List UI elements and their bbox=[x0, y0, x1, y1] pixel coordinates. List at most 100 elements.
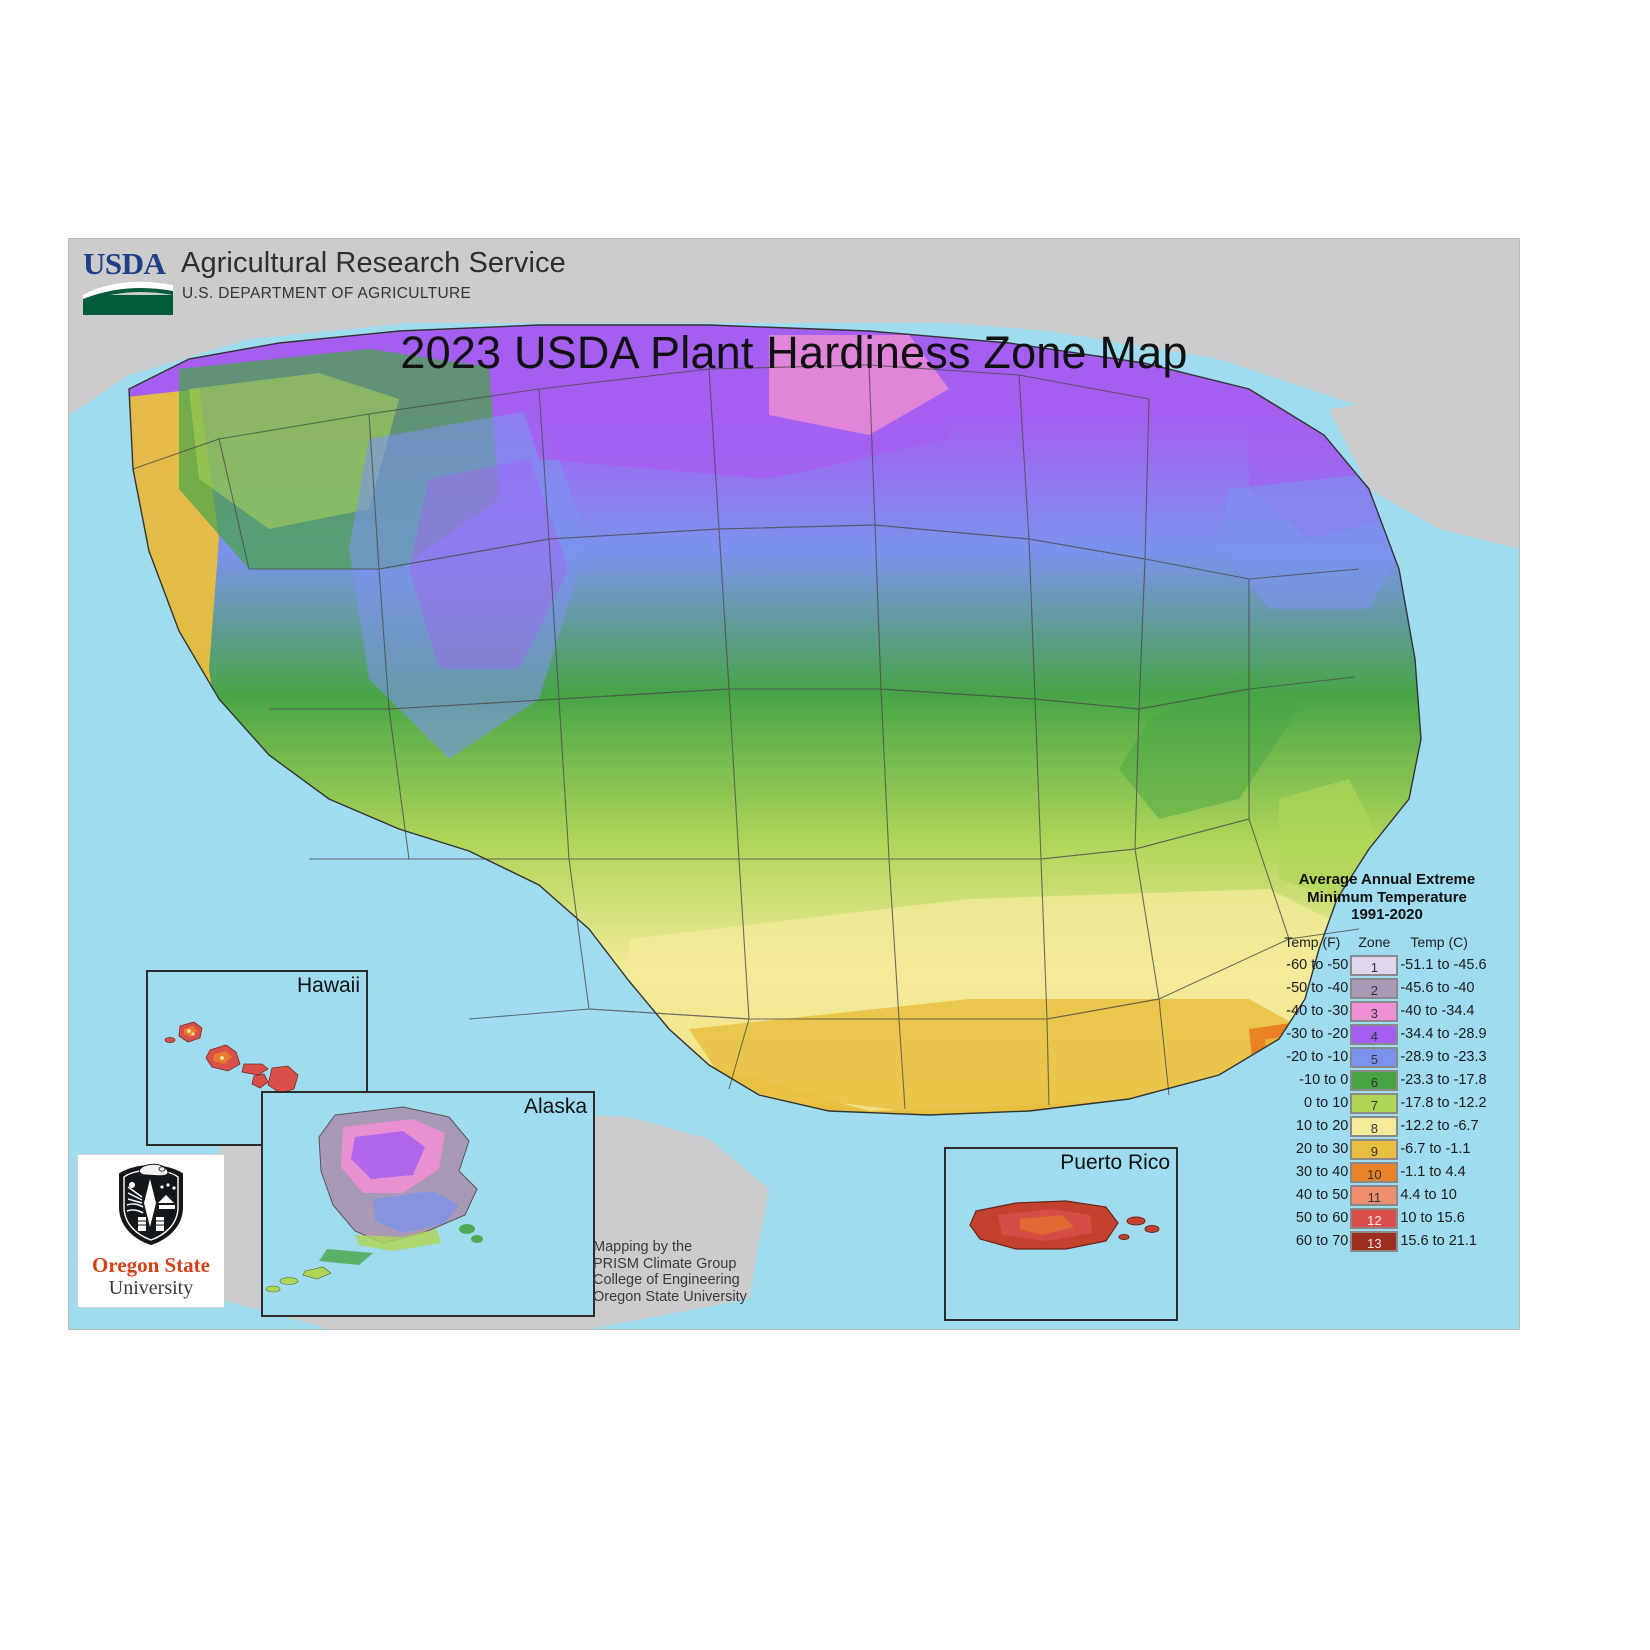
legend-temp-c: -34.4 to -28.9 bbox=[1400, 1026, 1487, 1042]
zone-swatch-9: 9 bbox=[1350, 1138, 1399, 1160]
inset-label-alaska: Alaska bbox=[523, 1095, 587, 1118]
zone-legend: Average Annual Extreme Minimum Temperatu… bbox=[1271, 871, 1503, 1253]
zone-swatch-2: 2 bbox=[1350, 977, 1399, 999]
legend-temp-c: -23.3 to -17.8 bbox=[1400, 1072, 1487, 1088]
legend-row[interactable]: 60 to 70 13 15.6 to 21.1 bbox=[1271, 1230, 1503, 1253]
legend-zone-swatch-cell[interactable]: 2 bbox=[1348, 977, 1400, 1000]
legend-title-line-1: Average Annual Extreme bbox=[1298, 871, 1476, 888]
legend-temp-f: -60 to -50 bbox=[1286, 957, 1349, 973]
atlantic-canada-landmass bbox=[1329, 389, 1519, 549]
legend-temp-c: -1.1 to 4.4 bbox=[1400, 1164, 1466, 1180]
legend-temp-c: 10 to 15.6 bbox=[1400, 1210, 1465, 1226]
zone-swatch-13: 13 bbox=[1350, 1230, 1399, 1252]
legend-temp-f: 20 to 30 bbox=[1295, 1141, 1349, 1157]
zone-swatch-6: 6 bbox=[1350, 1069, 1399, 1091]
legend-row[interactable]: 10 to 20 8 -12.2 to -6.7 bbox=[1271, 1115, 1503, 1138]
legend-temp-c: -40 to -34.4 bbox=[1400, 1003, 1475, 1019]
legend-header-celsius: Temp (C) bbox=[1410, 933, 1468, 950]
zone-swatch-4: 4 bbox=[1350, 1023, 1399, 1045]
legend-temp-f: 40 to 50 bbox=[1295, 1187, 1349, 1203]
legend-temp-c: -17.8 to -12.2 bbox=[1400, 1095, 1487, 1111]
legend-zone-swatch-cell[interactable]: 3 bbox=[1348, 1000, 1400, 1023]
legend-row[interactable]: 0 to 10 7 -17.8 to -12.2 bbox=[1271, 1092, 1503, 1115]
legend-temp-c: -45.6 to -40 bbox=[1400, 980, 1475, 996]
legend-zone-swatch-cell[interactable]: 9 bbox=[1348, 1138, 1400, 1161]
legend-temp-f: -30 to -20 bbox=[1286, 1026, 1349, 1042]
legend-temp-f: 10 to 20 bbox=[1295, 1118, 1349, 1134]
legend-header-row: Temp (F) Zone Temp (C) bbox=[1271, 933, 1503, 954]
credit-line-4: Oregon State University bbox=[593, 1288, 747, 1305]
zone-swatch-3: 3 bbox=[1350, 1000, 1399, 1022]
inset-map-alaska[interactable]: Alaska bbox=[261, 1091, 595, 1317]
inset-label-hawaii: Hawaii bbox=[296, 974, 360, 997]
legend-temp-c: -12.2 to -6.7 bbox=[1400, 1118, 1479, 1134]
legend-temp-c: -6.7 to -1.1 bbox=[1400, 1141, 1471, 1157]
legend-header-zone: Zone bbox=[1358, 933, 1391, 950]
map-title: 2023 USDA Plant Hardiness Zone Map bbox=[400, 327, 1188, 378]
legend-zone-swatch-cell[interactable]: 1 bbox=[1348, 954, 1400, 977]
page-title: Agricultural Research Service bbox=[181, 247, 566, 279]
usda-wordmark: USDA bbox=[83, 246, 166, 281]
legend-zone-swatch-cell[interactable]: 6 bbox=[1348, 1069, 1400, 1092]
legend-temp-f: 30 to 40 bbox=[1295, 1164, 1349, 1180]
legend-temp-c: -51.1 to -45.6 bbox=[1400, 957, 1487, 973]
legend-temp-f: 50 to 60 bbox=[1295, 1210, 1349, 1226]
legend-temp-f: -10 to 0 bbox=[1299, 1072, 1349, 1088]
credit-line-2: PRISM Climate Group bbox=[593, 1255, 737, 1272]
usda-logo: USDA bbox=[83, 246, 173, 317]
legend-row[interactable]: -30 to -20 4 -34.4 to -28.9 bbox=[1271, 1023, 1503, 1046]
credit-line-3: College of Engineering bbox=[593, 1272, 740, 1288]
legend-title: Average Annual Extreme Minimum Temperatu… bbox=[1271, 871, 1503, 924]
zone-swatch-7: 7 bbox=[1350, 1092, 1399, 1114]
legend-row[interactable]: -50 to -40 2 -45.6 to -40 bbox=[1271, 977, 1503, 1000]
legend-row[interactable]: -40 to -30 3 -40 to -34.4 bbox=[1271, 1000, 1503, 1023]
oregon-state-university-logo[interactable]: Oregon State University bbox=[77, 1154, 225, 1308]
legend-zone-swatch-cell[interactable]: 10 bbox=[1348, 1161, 1400, 1184]
usda-swoosh-icon bbox=[83, 281, 173, 315]
legend-title-line-3: 1991-2020 bbox=[1351, 906, 1423, 923]
legend-row[interactable]: -60 to -50 1 -51.1 to -45.6 bbox=[1271, 954, 1503, 977]
legend-zone-swatch-cell[interactable]: 7 bbox=[1348, 1092, 1400, 1115]
state-boundaries bbox=[132, 364, 1360, 1110]
legend-row[interactable]: -10 to 0 6 -23.3 to -17.8 bbox=[1271, 1069, 1503, 1092]
header-band bbox=[69, 239, 1519, 323]
legend-temp-f: 60 to 70 bbox=[1295, 1233, 1349, 1249]
legend-row[interactable]: 30 to 40 10 -1.1 to 4.4 bbox=[1271, 1161, 1503, 1184]
legend-temp-c: 4.4 to 10 bbox=[1400, 1187, 1457, 1203]
legend-zone-swatch-cell[interactable]: 12 bbox=[1348, 1207, 1400, 1230]
legend-zone-swatch-cell[interactable]: 8 bbox=[1348, 1115, 1400, 1138]
zone-swatch-11: 11 bbox=[1350, 1184, 1399, 1206]
legend-zone-swatch-cell[interactable]: 4 bbox=[1348, 1023, 1400, 1046]
legend-header-fahrenheit: Temp (F) bbox=[1284, 933, 1341, 950]
credit-line-1: Mapping by the bbox=[593, 1239, 693, 1255]
inset-label-puerto-rico: Puerto Rico bbox=[1060, 1151, 1170, 1174]
osu-name-line-2: University bbox=[108, 1277, 194, 1299]
legend-temp-c: 15.6 to 21.1 bbox=[1400, 1233, 1477, 1249]
zone-swatch-12: 12 bbox=[1350, 1207, 1399, 1229]
legend-temp-f: -20 to -10 bbox=[1286, 1049, 1349, 1065]
legend-temp-f: 0 to 10 bbox=[1304, 1095, 1349, 1111]
zone-swatch-5: 5 bbox=[1350, 1046, 1399, 1068]
legend-row[interactable]: 50 to 60 12 10 to 15.6 bbox=[1271, 1207, 1503, 1230]
legend-temp-c: -28.9 to -23.3 bbox=[1400, 1049, 1487, 1065]
legend-table: Temp (F) Zone Temp (C) -60 to -50 1 -51.1 … bbox=[1271, 933, 1503, 1253]
legend-zone-swatch-cell[interactable]: 5 bbox=[1348, 1046, 1400, 1069]
zone-swatch-8: 8 bbox=[1350, 1115, 1399, 1137]
inset-map-puerto-rico[interactable]: Puerto Rico bbox=[944, 1147, 1178, 1321]
alaska-zones-graphic bbox=[265, 1106, 483, 1293]
hardiness-zone-map-poster: USDA Agricultural Research Service U.S. … bbox=[68, 238, 1520, 1330]
legend-zone-swatch-cell[interactable]: 11 bbox=[1348, 1184, 1400, 1207]
legend-row[interactable]: -20 to -10 5 -28.9 to -23.3 bbox=[1271, 1046, 1503, 1069]
legend-row[interactable]: 40 to 50 11 4.4 to 10 bbox=[1271, 1184, 1503, 1207]
legend-row[interactable]: 20 to 30 9 -6.7 to -1.1 bbox=[1271, 1138, 1503, 1161]
prism-attribution: Mapping by the PRISM Climate Group Colle… bbox=[593, 1239, 747, 1305]
legend-title-line-2: Minimum Temperature bbox=[1307, 888, 1467, 906]
osu-name-line-1: Oregon State bbox=[91, 1253, 210, 1277]
us-coastline-outline bbox=[128, 324, 1422, 1116]
legend-temp-f: -50 to -40 bbox=[1286, 980, 1349, 996]
legend-temp-f: -40 to -30 bbox=[1286, 1003, 1349, 1019]
zone-swatch-1: 1 bbox=[1350, 954, 1399, 976]
zone-swatch-10: 10 bbox=[1350, 1161, 1399, 1183]
legend-zone-swatch-cell[interactable]: 13 bbox=[1348, 1230, 1400, 1253]
legend-body: -60 to -50 1 -51.1 to -45.6 -50 to -40 2 -45.… bbox=[1271, 954, 1503, 1253]
